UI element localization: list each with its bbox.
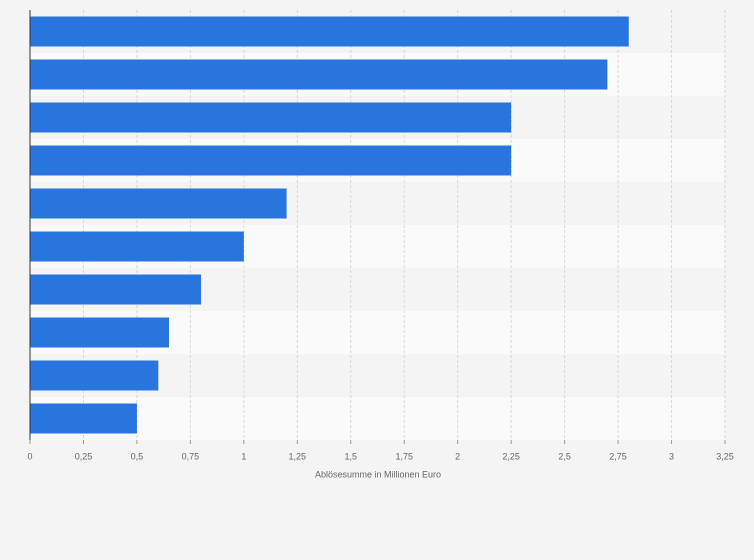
x-tick-label: 2 xyxy=(455,451,460,461)
bar xyxy=(30,102,512,133)
bar xyxy=(30,59,608,90)
bar xyxy=(30,231,244,262)
x-tick-label: 1 xyxy=(241,451,246,461)
x-tick-label: 1,75 xyxy=(395,451,413,461)
x-axis-title: Ablösesumme in Millionen Euro xyxy=(315,469,441,479)
bar xyxy=(30,360,159,391)
bar xyxy=(30,317,169,348)
x-tick-label: 0,25 xyxy=(75,451,93,461)
row-stripe xyxy=(30,397,725,440)
x-tick-label: 0,75 xyxy=(182,451,200,461)
bar xyxy=(30,16,629,47)
x-tick-label: 2,75 xyxy=(609,451,627,461)
bar xyxy=(30,188,287,219)
x-tick-label: 3,25 xyxy=(716,451,734,461)
x-tick-label: 0,5 xyxy=(131,451,144,461)
x-tick-label: 2,5 xyxy=(558,451,571,461)
x-tick-label: 1,25 xyxy=(289,451,307,461)
x-tick-label: 1,5 xyxy=(345,451,358,461)
bar xyxy=(30,145,512,176)
bar xyxy=(30,403,137,434)
x-tick-label: 3 xyxy=(669,451,674,461)
bar xyxy=(30,274,202,305)
x-tick-label: 2,25 xyxy=(502,451,520,461)
x-tick-label: 0 xyxy=(27,451,32,461)
